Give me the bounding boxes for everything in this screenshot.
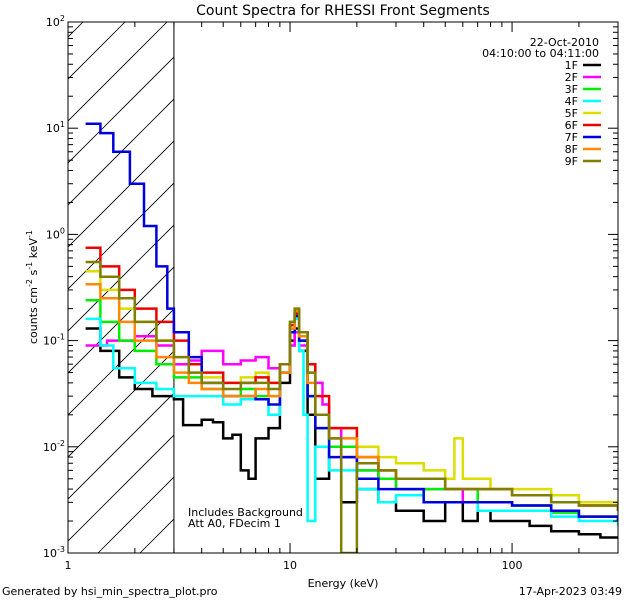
y-tick-exponent: 1 <box>60 120 65 129</box>
annotation-attenuator: Att A0, FDecim 1 <box>188 517 281 530</box>
hatch-line <box>68 22 168 122</box>
hatch-line <box>434 0 640 553</box>
hatch-line <box>68 182 174 290</box>
hatch-line <box>68 98 174 206</box>
hatch-line <box>68 350 174 458</box>
hatch-line <box>68 392 174 500</box>
y-tick-base: 10 <box>43 547 57 560</box>
series-9F <box>85 260 618 553</box>
y-tick-label: 100 <box>46 226 65 241</box>
plot-frame <box>67 21 619 554</box>
y-tick-exponent: 0 <box>60 226 65 235</box>
legend-label-1F: 1F <box>565 59 578 72</box>
y-tick-base: 10 <box>46 228 60 241</box>
annotation-background: Includes Background <box>188 506 303 519</box>
date-label: 22-Oct-2010 <box>530 36 599 49</box>
hatch-line <box>68 308 174 416</box>
hatch-line <box>68 22 126 80</box>
series-layer <box>85 122 618 553</box>
y-tick-base: 10 <box>43 335 57 348</box>
hatch-line <box>266 0 640 553</box>
y-axis-title-exp: -2 <box>25 279 34 287</box>
y-tick-label: 101 <box>46 120 65 135</box>
y-tick-exponent: -1 <box>57 333 65 342</box>
y-tick-label: 10-2 <box>43 439 65 454</box>
y-tick-base: 10 <box>46 122 60 135</box>
generated-by-label: Generated by hsi_min_spectra_plot.pro <box>2 585 218 598</box>
series-8F <box>85 282 618 511</box>
legend-label-2F: 2F <box>565 71 578 84</box>
legend-label-7F: 7F <box>565 131 578 144</box>
legend-label-4F: 4F <box>565 95 578 108</box>
y-tick-exponent: -2 <box>57 439 65 448</box>
legend-label-8F: 8F <box>565 143 578 156</box>
y-tick-label: 10-3 <box>43 545 65 560</box>
legend-label-5F: 5F <box>565 107 578 120</box>
y-axis-title: counts cm-2 s-1 keV-1 <box>25 230 40 344</box>
x-tick-label: 1 <box>65 559 72 572</box>
y-axis-title-part: s <box>27 269 40 278</box>
hatch-line <box>0 0 110 553</box>
hatch-line <box>602 0 640 553</box>
time-range-label: 04:10:00 to 04:11:00 <box>482 47 599 60</box>
legend-label-6F: 6F <box>565 119 578 132</box>
hatch-line <box>518 0 640 553</box>
y-tick-label: 102 <box>46 14 65 29</box>
y-tick-base: 10 <box>43 441 57 454</box>
y-axis-title-part: counts cm <box>27 287 40 344</box>
y-tick-base: 10 <box>46 16 60 29</box>
y-axis-title-part: keV <box>27 238 40 262</box>
footer-timestamp: 17-Apr-2023 03:49 <box>519 585 622 598</box>
hatch-line <box>68 434 174 542</box>
chart-title: Count Spectra for RHESSI Front Segments <box>196 3 490 19</box>
x-tick-label: 10 <box>283 559 297 572</box>
legend-label-3F: 3F <box>565 83 578 96</box>
y-axis-title-exp: -1 <box>25 262 34 270</box>
legend-label-9F: 9F <box>565 155 578 168</box>
y-tick-label: 10-1 <box>43 333 65 348</box>
hatched-region <box>0 0 640 553</box>
y-axis-title-exp: -1 <box>25 230 34 238</box>
x-axis-title: Energy (keV) <box>308 577 379 590</box>
hatch-line <box>68 224 174 332</box>
series-2F <box>85 330 618 521</box>
y-tick-exponent: -3 <box>57 545 65 554</box>
y-tick-exponent: 2 <box>60 14 65 23</box>
x-tick-label: 100 <box>502 559 523 572</box>
hatch-line <box>68 22 84 38</box>
